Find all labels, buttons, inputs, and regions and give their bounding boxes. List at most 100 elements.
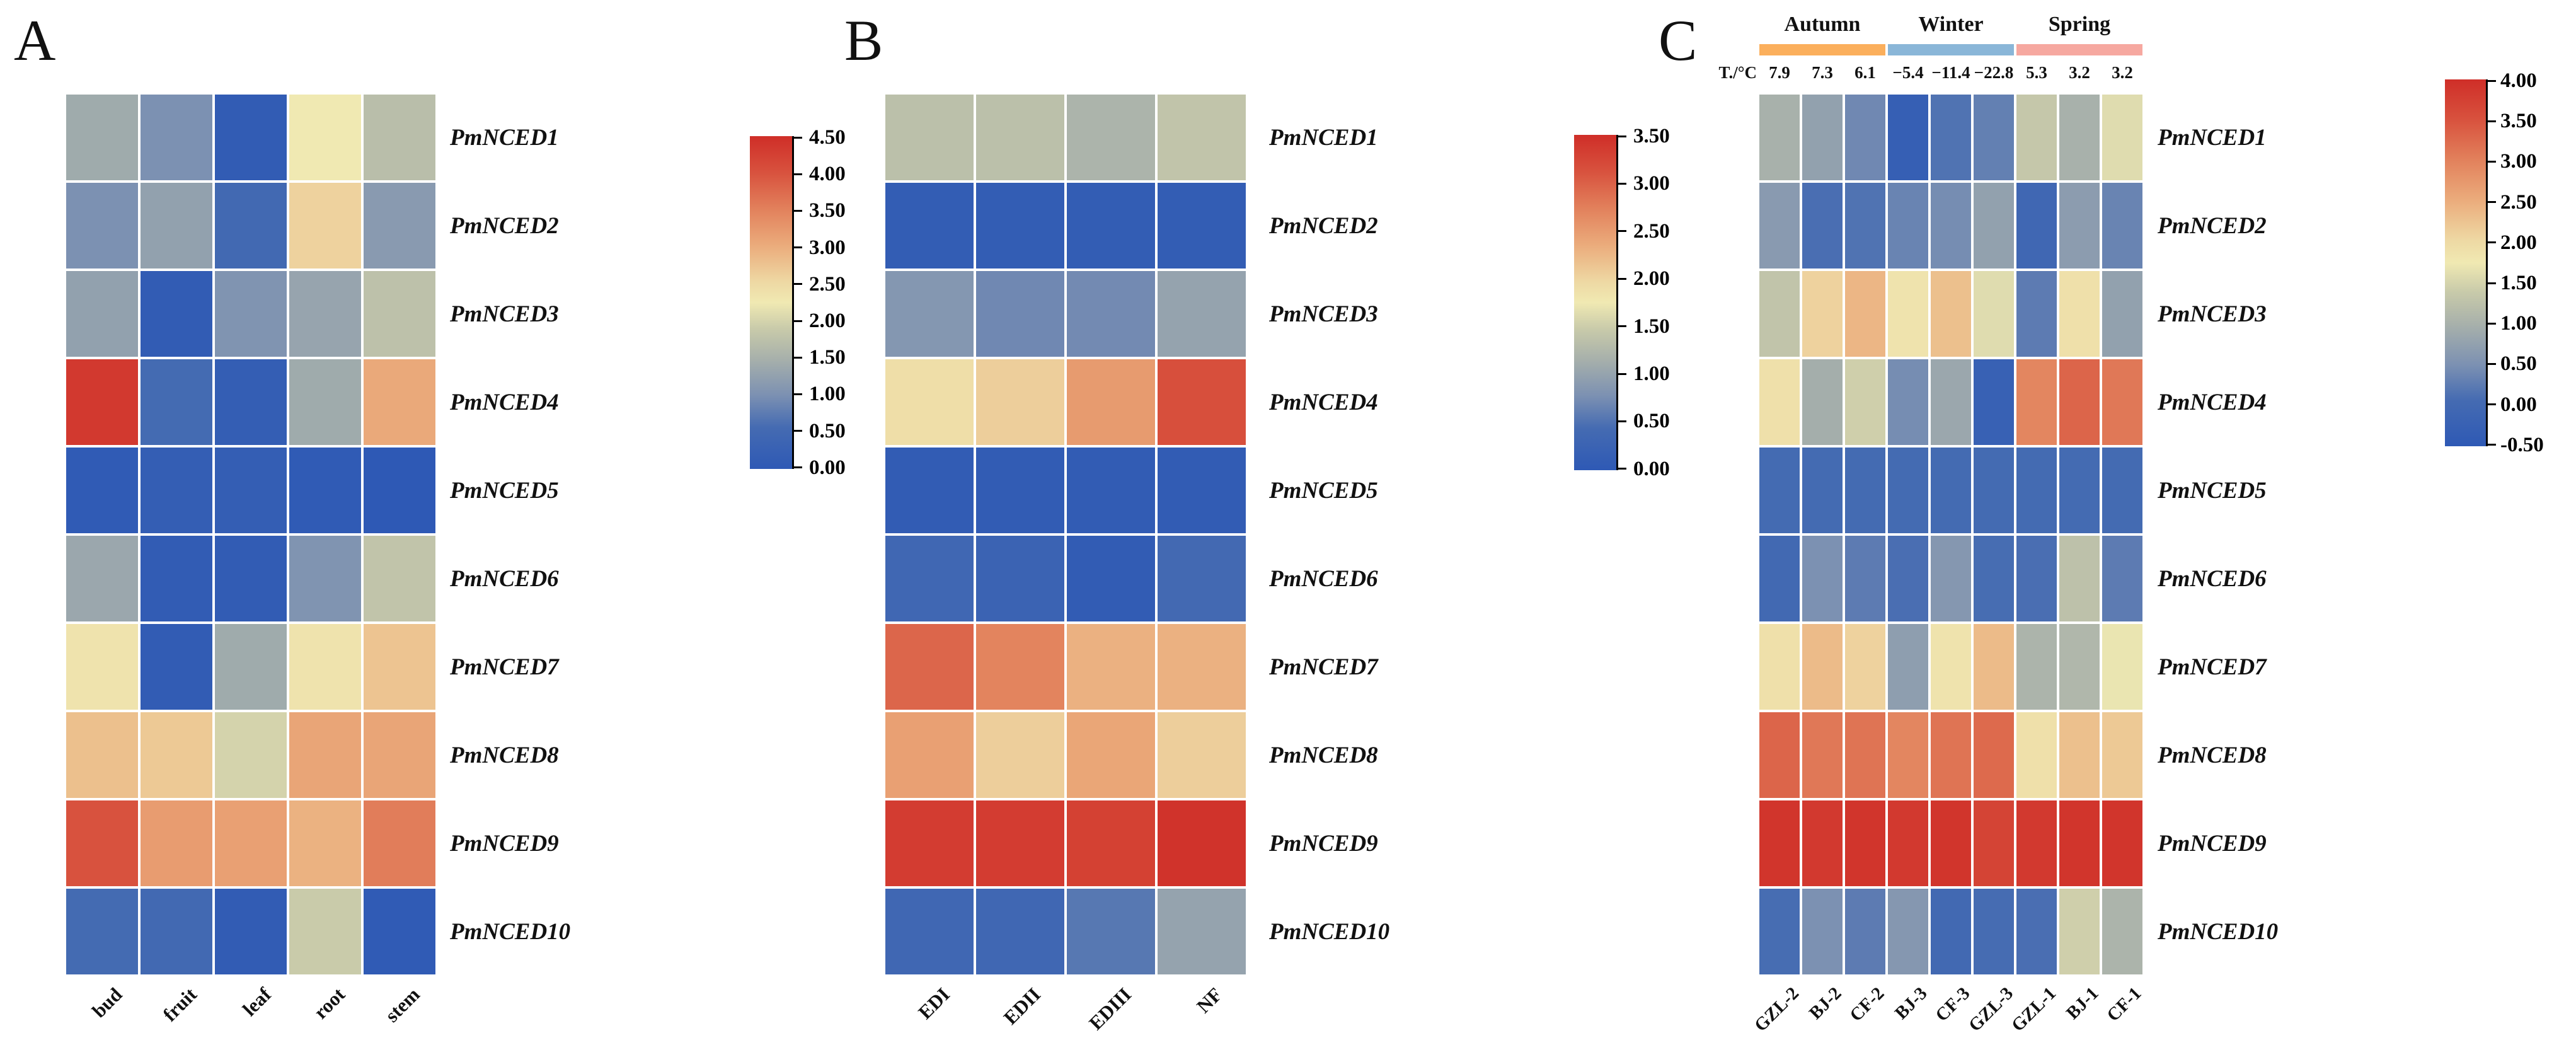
heatmap-cell	[66, 448, 138, 533]
heatmap-cell	[1888, 536, 1928, 621]
heatmap-cell	[1759, 183, 1800, 269]
heatmap-cell	[66, 800, 138, 886]
heatmap-cell	[1759, 536, 1800, 621]
colorbar-tick-label: 1.00	[1633, 362, 1670, 385]
temperature-value: 3.2	[2112, 63, 2133, 82]
heatmap-cell	[2102, 712, 2142, 798]
heatmap-cell	[1759, 712, 1800, 798]
column-label: NF	[1192, 983, 1226, 1017]
heatmap-cell	[289, 359, 361, 445]
gene-label: PmNCED6	[1269, 565, 1378, 592]
colorbar-tick-label: 4.00	[2500, 69, 2537, 92]
heatmap-cell	[1974, 95, 2014, 180]
heatmap-cell	[2016, 95, 2057, 180]
heatmap-cell	[1888, 271, 1928, 357]
heatmap-cell	[976, 800, 1064, 886]
column-label: EDII	[999, 983, 1045, 1029]
colorbar-tick-label: 2.50	[809, 272, 846, 296]
heatmap-cell	[364, 95, 435, 180]
heatmap-cell	[1845, 448, 1885, 533]
colorbar-tick	[1617, 182, 1626, 185]
heatmap-cell	[2016, 889, 2057, 974]
colorbar-tick-label: 1.50	[809, 346, 846, 369]
heatmap-cell	[885, 359, 974, 445]
heatmap-cell	[364, 536, 435, 621]
colorbar-tick	[2487, 79, 2496, 82]
colorbar-tick	[793, 393, 802, 395]
gene-labels-B: PmNCED1 PmNCED2 PmNCED3 PmNCED4 PmNCED5 PmNCE…	[1269, 95, 1389, 974]
colorbar-tick	[793, 246, 802, 249]
heatmap-cell	[1759, 889, 1800, 974]
colorbar-tick-label: 2.50	[2500, 190, 2537, 214]
heatmap-cell	[1759, 448, 1800, 533]
heatmap-cell	[141, 889, 212, 974]
season-band-autumn	[1759, 44, 1885, 55]
heatmap-cell	[976, 271, 1064, 357]
heatmap-cell	[976, 536, 1064, 621]
heatmap-cell	[1931, 271, 1971, 357]
temperature-value: 3.2	[2069, 63, 2090, 82]
gene-label: PmNCED4	[2158, 389, 2267, 415]
heatmap-cell	[2059, 183, 2100, 269]
colorbar-tick	[2487, 403, 2496, 406]
heatmap-cell	[1067, 800, 1155, 886]
panel-a-letter: A	[14, 8, 56, 72]
heatmap-cell	[2059, 536, 2100, 621]
gene-label: PmNCED9	[2158, 830, 2267, 857]
heatmap-cell	[289, 183, 361, 269]
heatmap-cell	[66, 712, 138, 798]
gene-label: PmNCED6	[450, 565, 559, 592]
colorbar-tick	[1617, 135, 1626, 137]
heatmap-cell	[2059, 800, 2100, 886]
heatmap-cell	[1158, 624, 1246, 710]
heatmap-cell	[1759, 359, 1800, 445]
heatmap-cell	[2016, 624, 2057, 710]
colorbar-tick	[2487, 282, 2496, 284]
heatmap-cell	[1931, 95, 1971, 180]
temperature-value: 5.3	[2026, 63, 2047, 82]
heatmap-cell	[2102, 536, 2142, 621]
heatmap-cell	[885, 800, 974, 886]
season-label: Autumn	[1784, 13, 1861, 36]
heatmap-cell	[1845, 800, 1885, 886]
heatmap-cell	[1931, 889, 1971, 974]
column-label: stem	[381, 983, 424, 1027]
heatmap-cell	[66, 359, 138, 445]
colorbar-tick	[2487, 241, 2496, 244]
gene-label: PmNCED8	[2158, 742, 2267, 768]
heatmap-cell	[1888, 448, 1928, 533]
gene-label: PmNCED2	[2158, 212, 2267, 239]
heatmap-cell	[1067, 359, 1155, 445]
colorbar-gradient	[750, 136, 793, 469]
heatmap-cell	[1067, 624, 1155, 710]
heatmap-cell	[215, 271, 287, 357]
heatmap-cell	[1067, 183, 1155, 269]
gene-labels-C: PmNCED1 PmNCED2 PmNCED3 PmNCED4 PmNCED5 PmNCE…	[2158, 95, 2278, 974]
colorbar-tick	[1617, 325, 1626, 328]
heatmap-cell	[2059, 359, 2100, 445]
colorbar-tick-label: 3.00	[1633, 172, 1670, 195]
heatmap-cell	[141, 95, 212, 180]
column-label: GZL-2	[1750, 983, 1803, 1036]
heatmap-cell	[66, 536, 138, 621]
heatmap-cell	[1067, 889, 1155, 974]
colorbar-tick-label: 0.50	[2500, 352, 2537, 376]
heatmap-cell	[364, 889, 435, 974]
temperature-value: −11.4	[1931, 63, 1970, 82]
heatmap-cell	[1974, 448, 2014, 533]
colorbar-tick-label: 2.00	[2500, 231, 2537, 254]
gene-label: PmNCED10	[2158, 918, 2279, 945]
gene-label: PmNCED9	[450, 830, 559, 857]
heatmap-cell	[141, 448, 212, 533]
heatmap-cell	[1759, 95, 1800, 180]
column-label: fruit	[158, 983, 201, 1026]
heatmap-cell	[885, 271, 974, 357]
column-label: CF-1	[2103, 983, 2146, 1026]
heatmap-cell	[2102, 448, 2142, 533]
heatmap-cell	[2102, 359, 2142, 445]
heatmap-cell	[1974, 712, 2014, 798]
season-band-winter	[1888, 44, 2014, 55]
colorbar-tick-label: 2.00	[809, 309, 846, 332]
heatmap-cell	[2016, 183, 2057, 269]
